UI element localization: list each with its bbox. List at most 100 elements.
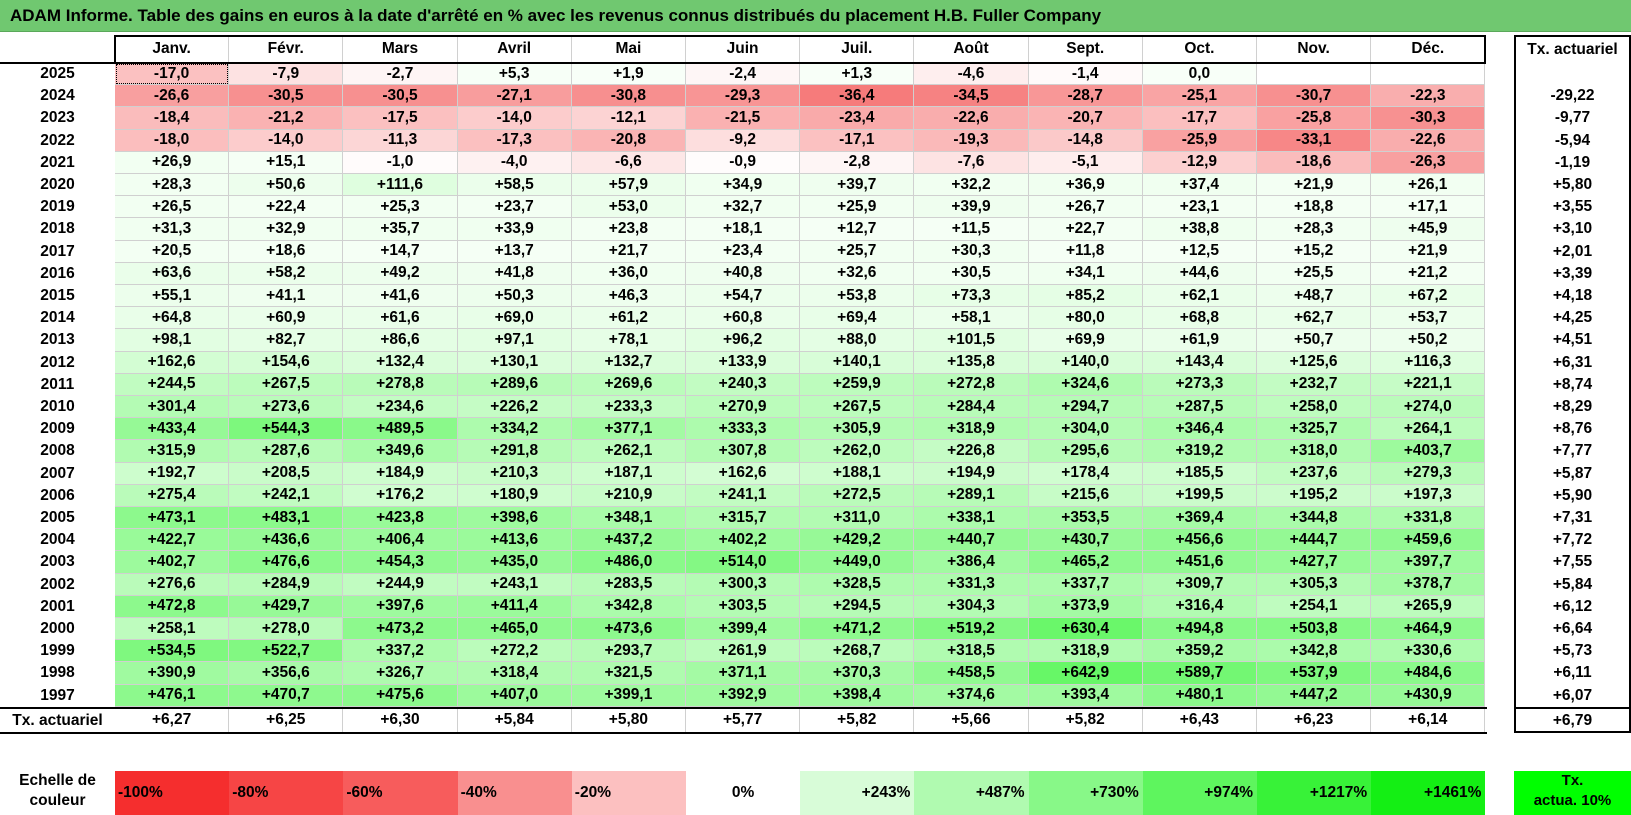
- gain-cell: +287,5: [1142, 396, 1257, 419]
- gain-cell: +15,2: [1257, 240, 1372, 263]
- month-header: Mars: [343, 36, 458, 63]
- gain-cell: +449,0: [800, 551, 915, 574]
- gain-cell: -11,3: [343, 129, 458, 152]
- gain-cell: -22,3: [1371, 85, 1486, 108]
- gain-cell: +284,4: [914, 396, 1029, 419]
- gain-cell: -26,6: [115, 85, 230, 108]
- gain-cell: +18,6: [229, 240, 344, 263]
- year-label: 1998: [40, 664, 75, 682]
- gain-cell: +154,6: [229, 351, 344, 374]
- gain-cell: +111,6: [343, 174, 458, 197]
- gain-cell: +58,1: [914, 307, 1029, 330]
- gain-cell: +259,9: [800, 373, 915, 396]
- gain-cell: +50,3: [457, 285, 572, 308]
- gain-cell: +232,7: [1257, 373, 1372, 396]
- color-scale-label: Echelle de couleur: [0, 771, 115, 815]
- actuarial-rate-scale-line1: Tx.: [1561, 772, 1584, 789]
- gain-cell: +22,7: [1028, 218, 1143, 241]
- gain-cell: +459,6: [1371, 529, 1486, 552]
- gain-cell: +346,4: [1142, 418, 1257, 441]
- gain-cell: +399,4: [686, 618, 801, 641]
- gain-cell: +98,1: [115, 329, 230, 352]
- gain-cell: +353,5: [1028, 507, 1143, 530]
- gain-cell: +475,6: [343, 684, 458, 707]
- row-tx-actuariel: +5,87: [1552, 464, 1593, 482]
- gain-cell: +331,8: [1371, 507, 1486, 530]
- gain-cell: +61,2: [571, 307, 686, 330]
- gain-cell: +25,9: [800, 196, 915, 219]
- gain-cell: +301,4: [115, 396, 230, 419]
- gain-cell: +316,4: [1142, 595, 1257, 618]
- row-tx-actuariel: +5,90: [1552, 486, 1593, 504]
- gain-cell: -14,0: [457, 107, 572, 130]
- gain-cell: +268,7: [800, 640, 915, 663]
- gain-cell: -34,5: [914, 85, 1029, 108]
- gain-cell: +49,2: [343, 262, 458, 285]
- gain-cell: +15,1: [229, 151, 344, 174]
- gain-cell: +21,7: [571, 240, 686, 263]
- gain-cell: +272,8: [914, 373, 1029, 396]
- gain-cell: +240,3: [686, 373, 801, 396]
- gain-cell: +284,9: [229, 573, 344, 596]
- gain-cell: +483,1: [229, 507, 344, 530]
- gain-cell: +489,5: [343, 418, 458, 441]
- gain-cell: +486,0: [571, 551, 686, 574]
- gain-cell: +407,0: [457, 684, 572, 707]
- gain-cell: +78,1: [571, 329, 686, 352]
- gain-cell: +318,0: [1257, 440, 1372, 463]
- row-tx-actuariel: +6,11: [1553, 664, 1592, 682]
- table-top-line: [0, 62, 115, 64]
- year-label: 2009: [40, 420, 75, 438]
- gain-cell: +61,6: [343, 307, 458, 330]
- gain-cell: +321,5: [571, 662, 686, 685]
- gain-cell: +243,1: [457, 573, 572, 596]
- gain-cell: +11,5: [914, 218, 1029, 241]
- gain-cell: +393,4: [1028, 684, 1143, 707]
- gain-cell: +96,2: [686, 329, 801, 352]
- gain-cell: -0,9: [686, 151, 801, 174]
- footer-tx-cell: +6,25: [229, 708, 344, 733]
- gain-cell: +480,1: [1142, 684, 1257, 707]
- gain-cell: +318,5: [914, 640, 1029, 663]
- gain-cell: +68,8: [1142, 307, 1257, 330]
- year-label: 2011: [40, 375, 75, 393]
- gain-cell: +437,2: [571, 529, 686, 552]
- gain-cell: +30,3: [914, 240, 1029, 263]
- gain-cell: -14,0: [229, 129, 344, 152]
- report-title-bar: ADAM Informe. Table des gains en euros à…: [0, 0, 1631, 32]
- gain-cell: +435,0: [457, 551, 572, 574]
- gain-cell: +454,3: [343, 551, 458, 574]
- color-scale-step: +1461%: [1371, 771, 1486, 815]
- month-header: Mai: [571, 36, 686, 63]
- gain-cell: +32,7: [686, 196, 801, 219]
- gain-cell: +325,7: [1257, 418, 1372, 441]
- gain-cell: +130,1: [457, 351, 572, 374]
- gain-cell: +279,3: [1371, 462, 1486, 485]
- gain-cell: +397,6: [343, 595, 458, 618]
- gain-cell: +132,7: [571, 351, 686, 374]
- gain-cell: +473,1: [115, 507, 230, 530]
- gain-cell: +28,3: [115, 174, 230, 197]
- gain-cell: +261,9: [686, 640, 801, 663]
- gain-cell: +50,6: [229, 174, 344, 197]
- gain-cell: +254,1: [1257, 595, 1372, 618]
- row-tx-actuariel: -29,22: [1550, 87, 1595, 105]
- color-scale-step: 0%: [686, 771, 801, 815]
- month-header: Juil.: [800, 36, 915, 63]
- color-scale-step: -60%: [343, 771, 458, 815]
- gain-cell: -25,8: [1257, 107, 1372, 130]
- gain-cell: +270,9: [686, 396, 801, 419]
- footer-tx-cell: +5,82: [800, 708, 915, 733]
- gain-cell: +273,6: [229, 396, 344, 419]
- gain-cell: +53,0: [571, 196, 686, 219]
- gain-cell: [1257, 63, 1372, 86]
- gain-cell: +18,1: [686, 218, 801, 241]
- gain-cell: +342,8: [1257, 640, 1372, 663]
- gain-cell: -22,6: [914, 107, 1029, 130]
- year-label: 2013: [40, 331, 75, 349]
- gain-cell: +430,9: [1371, 684, 1486, 707]
- gain-cell: +125,6: [1257, 351, 1372, 374]
- gain-cell: +82,7: [229, 329, 344, 352]
- gain-cell: +423,8: [343, 507, 458, 530]
- gain-cell: +133,9: [686, 351, 801, 374]
